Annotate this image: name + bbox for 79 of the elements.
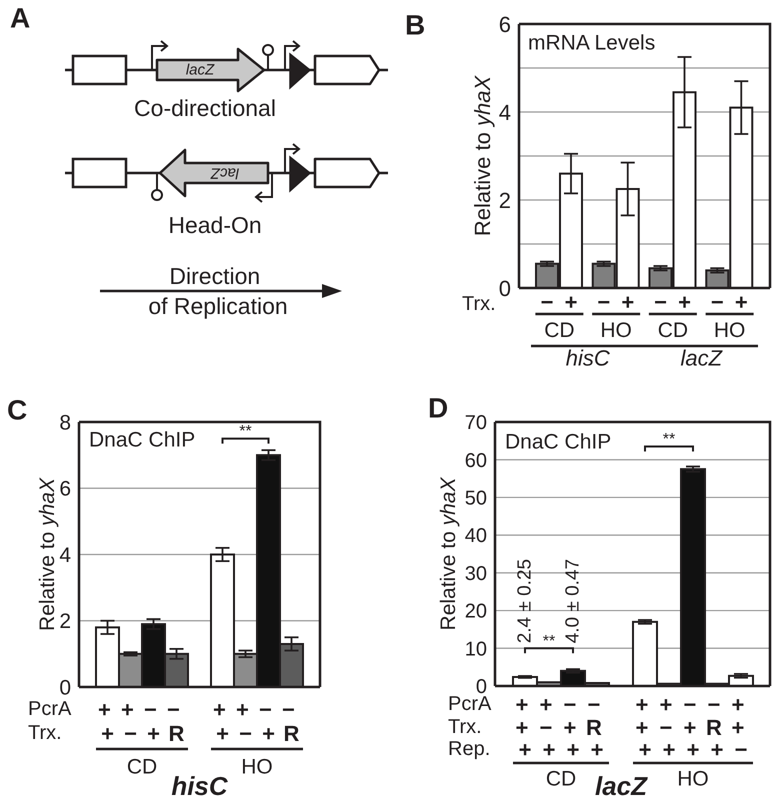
text: Trx. [448,716,482,738]
text: + [621,290,634,314]
series-label: + [564,290,578,314]
y-tick-label: 20 [464,600,487,623]
x-tick-label: − R [167,696,186,746]
y-tick-label: 70 [464,412,487,434]
y-axis-title: Relative to yhaX [36,477,58,631]
x-tick-label: + + [98,696,117,746]
y-axis-title: Relative to yhaX [436,476,460,630]
x-tick-label: − + [259,696,278,746]
text: + [678,290,691,314]
y-tick-label: 60 [464,450,487,472]
y-axis-title: Relative to yhaX [470,74,494,236]
text: CD [546,768,576,790]
x-tick-label: + − [121,696,140,746]
y-tick-label: 10 [464,638,487,660]
text: HO [677,768,709,790]
text: Co-directional [134,95,276,121]
text: lacZ [210,164,240,182]
annotation: ** [239,423,252,440]
x-tick-label: + + + [516,692,534,762]
x-tick-label: − + + [684,692,702,762]
text: Rep. [448,738,490,760]
text: A [10,2,30,34]
text: − [654,290,667,314]
text: Trx. [28,722,62,744]
text: PcrA [448,693,492,715]
y-tick-label: 40 [464,525,487,548]
y-tick-label: 6 [59,478,71,501]
x-tick-label: + + [213,696,232,746]
x-tick-label: CD [658,318,688,342]
y-tick-label: 30 [464,562,487,585]
y-tick-label: 50 [464,488,487,510]
y-tick-label: 2 [59,610,71,634]
text: lacZ [680,346,724,370]
text: Head-On [168,212,262,238]
text: hisC [171,771,229,800]
series-label: − [540,290,554,314]
x-tick-label: + + + [636,692,654,762]
text: − [597,290,610,314]
y-tick-label: 8 [59,411,71,434]
text: + [734,290,748,314]
x-tick-label: HO [600,318,632,342]
text: lacZ [594,771,648,800]
text: B [405,10,426,40]
x-tick-label: HO [714,318,746,342]
chart-title: mRNA Levels [528,32,656,54]
y-tick-label: 0 [498,276,511,301]
x-tick-label: + − + [540,692,558,762]
text: Trx. [462,293,496,315]
text: hisC [566,346,610,370]
x-tick-label: − + + [564,692,582,762]
text: Direction of Replication [148,263,288,319]
x-tick-label: − R + [706,692,728,762]
x-tick-label: − R + [586,692,608,762]
text: D [428,392,448,424]
text: PcrA [28,698,72,720]
x-tick-label: − + [144,696,163,746]
text: HO [241,756,273,778]
x-tick-label: CD [544,318,575,342]
y-tick-label: 0 [59,676,71,700]
text: CD [126,756,158,778]
data-label: 2.4 ± 0.25 [514,558,536,644]
chart-title: DnaC ChIP [89,428,196,452]
x-tick-label: + − [236,696,255,746]
text: lacZ [186,62,216,78]
x-tick-label: − R [282,696,301,746]
x-tick-label: + + − [732,692,750,762]
data-label: 4.0 ± 0.47 [562,558,584,644]
y-tick-label: 4 [59,544,72,567]
text: − [710,290,724,314]
chart-title: DnaC ChIP [505,430,612,454]
annotation: ** [542,632,556,650]
y-tick-label: 2 [498,188,511,213]
y-tick-label: 6 [498,12,511,37]
text: C [7,394,28,426]
annotation: ** [662,431,676,448]
x-tick-label: + − + [660,692,678,762]
y-tick-label: 4 [498,100,511,125]
